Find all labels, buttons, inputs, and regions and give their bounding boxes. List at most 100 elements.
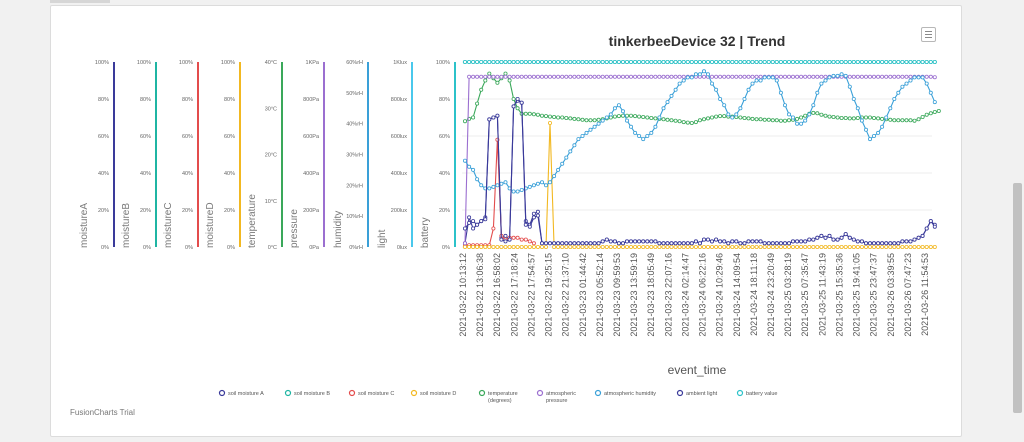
data-point [511, 235, 516, 240]
data-point [778, 118, 783, 123]
data-point [540, 60, 545, 65]
data-point [535, 74, 540, 79]
data-point [633, 130, 638, 135]
data-point [629, 74, 634, 79]
data-point [742, 74, 747, 79]
x-tick-label: 2021-03-26 11:54:53 [920, 253, 930, 336]
axis-tick-label: 80% [182, 97, 193, 103]
data-point [791, 244, 796, 249]
data-point [762, 117, 767, 122]
data-point [495, 74, 500, 79]
data-point [742, 116, 747, 121]
data-point [535, 244, 540, 249]
data-point [778, 60, 783, 65]
data-point [499, 244, 504, 249]
data-point [519, 237, 524, 242]
data-point [560, 74, 565, 79]
data-point [600, 239, 605, 244]
data-point [872, 244, 877, 249]
data-point [531, 74, 536, 79]
data-point [843, 116, 848, 121]
data-point [629, 60, 634, 65]
data-point [823, 60, 828, 65]
data-point [596, 244, 601, 249]
data-point [815, 111, 820, 116]
data-point [584, 241, 589, 246]
data-point [645, 115, 650, 120]
data-point [637, 60, 642, 65]
data-point [783, 118, 788, 123]
data-point [706, 72, 711, 77]
data-point [819, 112, 824, 117]
data-point [924, 226, 929, 231]
data-point [904, 244, 909, 249]
data-point [621, 241, 626, 246]
data-point [556, 167, 561, 172]
data-point [653, 74, 658, 79]
axis-tick-label: 200Pa [303, 208, 320, 214]
data-point [568, 116, 573, 121]
data-point [621, 74, 626, 79]
data-point [726, 241, 731, 246]
data-point [491, 115, 496, 120]
data-point [702, 244, 707, 249]
data-point [487, 186, 492, 191]
data-point [758, 239, 763, 244]
axis-tick-label: 200lux [391, 208, 407, 214]
data-point [799, 239, 804, 244]
data-point [588, 60, 593, 65]
data-point [495, 113, 500, 118]
data-point [479, 74, 484, 79]
data-point [932, 244, 937, 249]
data-point [471, 226, 476, 231]
data-point [527, 60, 532, 65]
data-point [835, 237, 840, 242]
axis-tick-label: 20% [140, 208, 151, 214]
data-point [641, 137, 646, 142]
axis-tick-label: 20% [98, 208, 109, 214]
data-point [884, 244, 889, 249]
data-point [665, 60, 670, 65]
data-point [843, 60, 848, 65]
data-point [726, 74, 731, 79]
data-point [564, 74, 569, 79]
data-point [523, 111, 528, 116]
data-point [884, 241, 889, 246]
data-point [495, 60, 500, 65]
data-point [815, 244, 820, 249]
data-point [689, 75, 694, 80]
data-point [531, 244, 536, 249]
data-point [511, 244, 516, 249]
data-point [884, 115, 889, 120]
data-point [855, 106, 860, 111]
data-point [491, 184, 496, 189]
data-point [531, 215, 536, 220]
data-point [564, 241, 569, 246]
data-point [900, 84, 905, 89]
data-point [548, 180, 553, 185]
tab-stub [50, 0, 110, 3]
data-point [612, 106, 617, 111]
data-point [487, 60, 492, 65]
data-point [924, 244, 929, 249]
data-point [621, 109, 626, 114]
data-point [770, 118, 775, 123]
data-point [803, 60, 808, 65]
legend-label: ambient light [686, 391, 718, 397]
data-point [580, 74, 585, 79]
data-point [677, 81, 682, 86]
scrollbar-thumb[interactable] [1013, 183, 1022, 413]
data-point [507, 78, 512, 83]
data-point [479, 87, 484, 92]
data-point [872, 74, 877, 79]
data-point [568, 244, 573, 249]
data-point [835, 244, 840, 249]
data-point [746, 244, 751, 249]
data-point [835, 73, 840, 78]
data-point [778, 90, 783, 95]
data-point [904, 60, 909, 65]
menu-icon[interactable] [921, 27, 936, 42]
data-point [718, 74, 723, 79]
axis-tick-label: 100% [179, 60, 193, 66]
data-point [479, 60, 484, 65]
